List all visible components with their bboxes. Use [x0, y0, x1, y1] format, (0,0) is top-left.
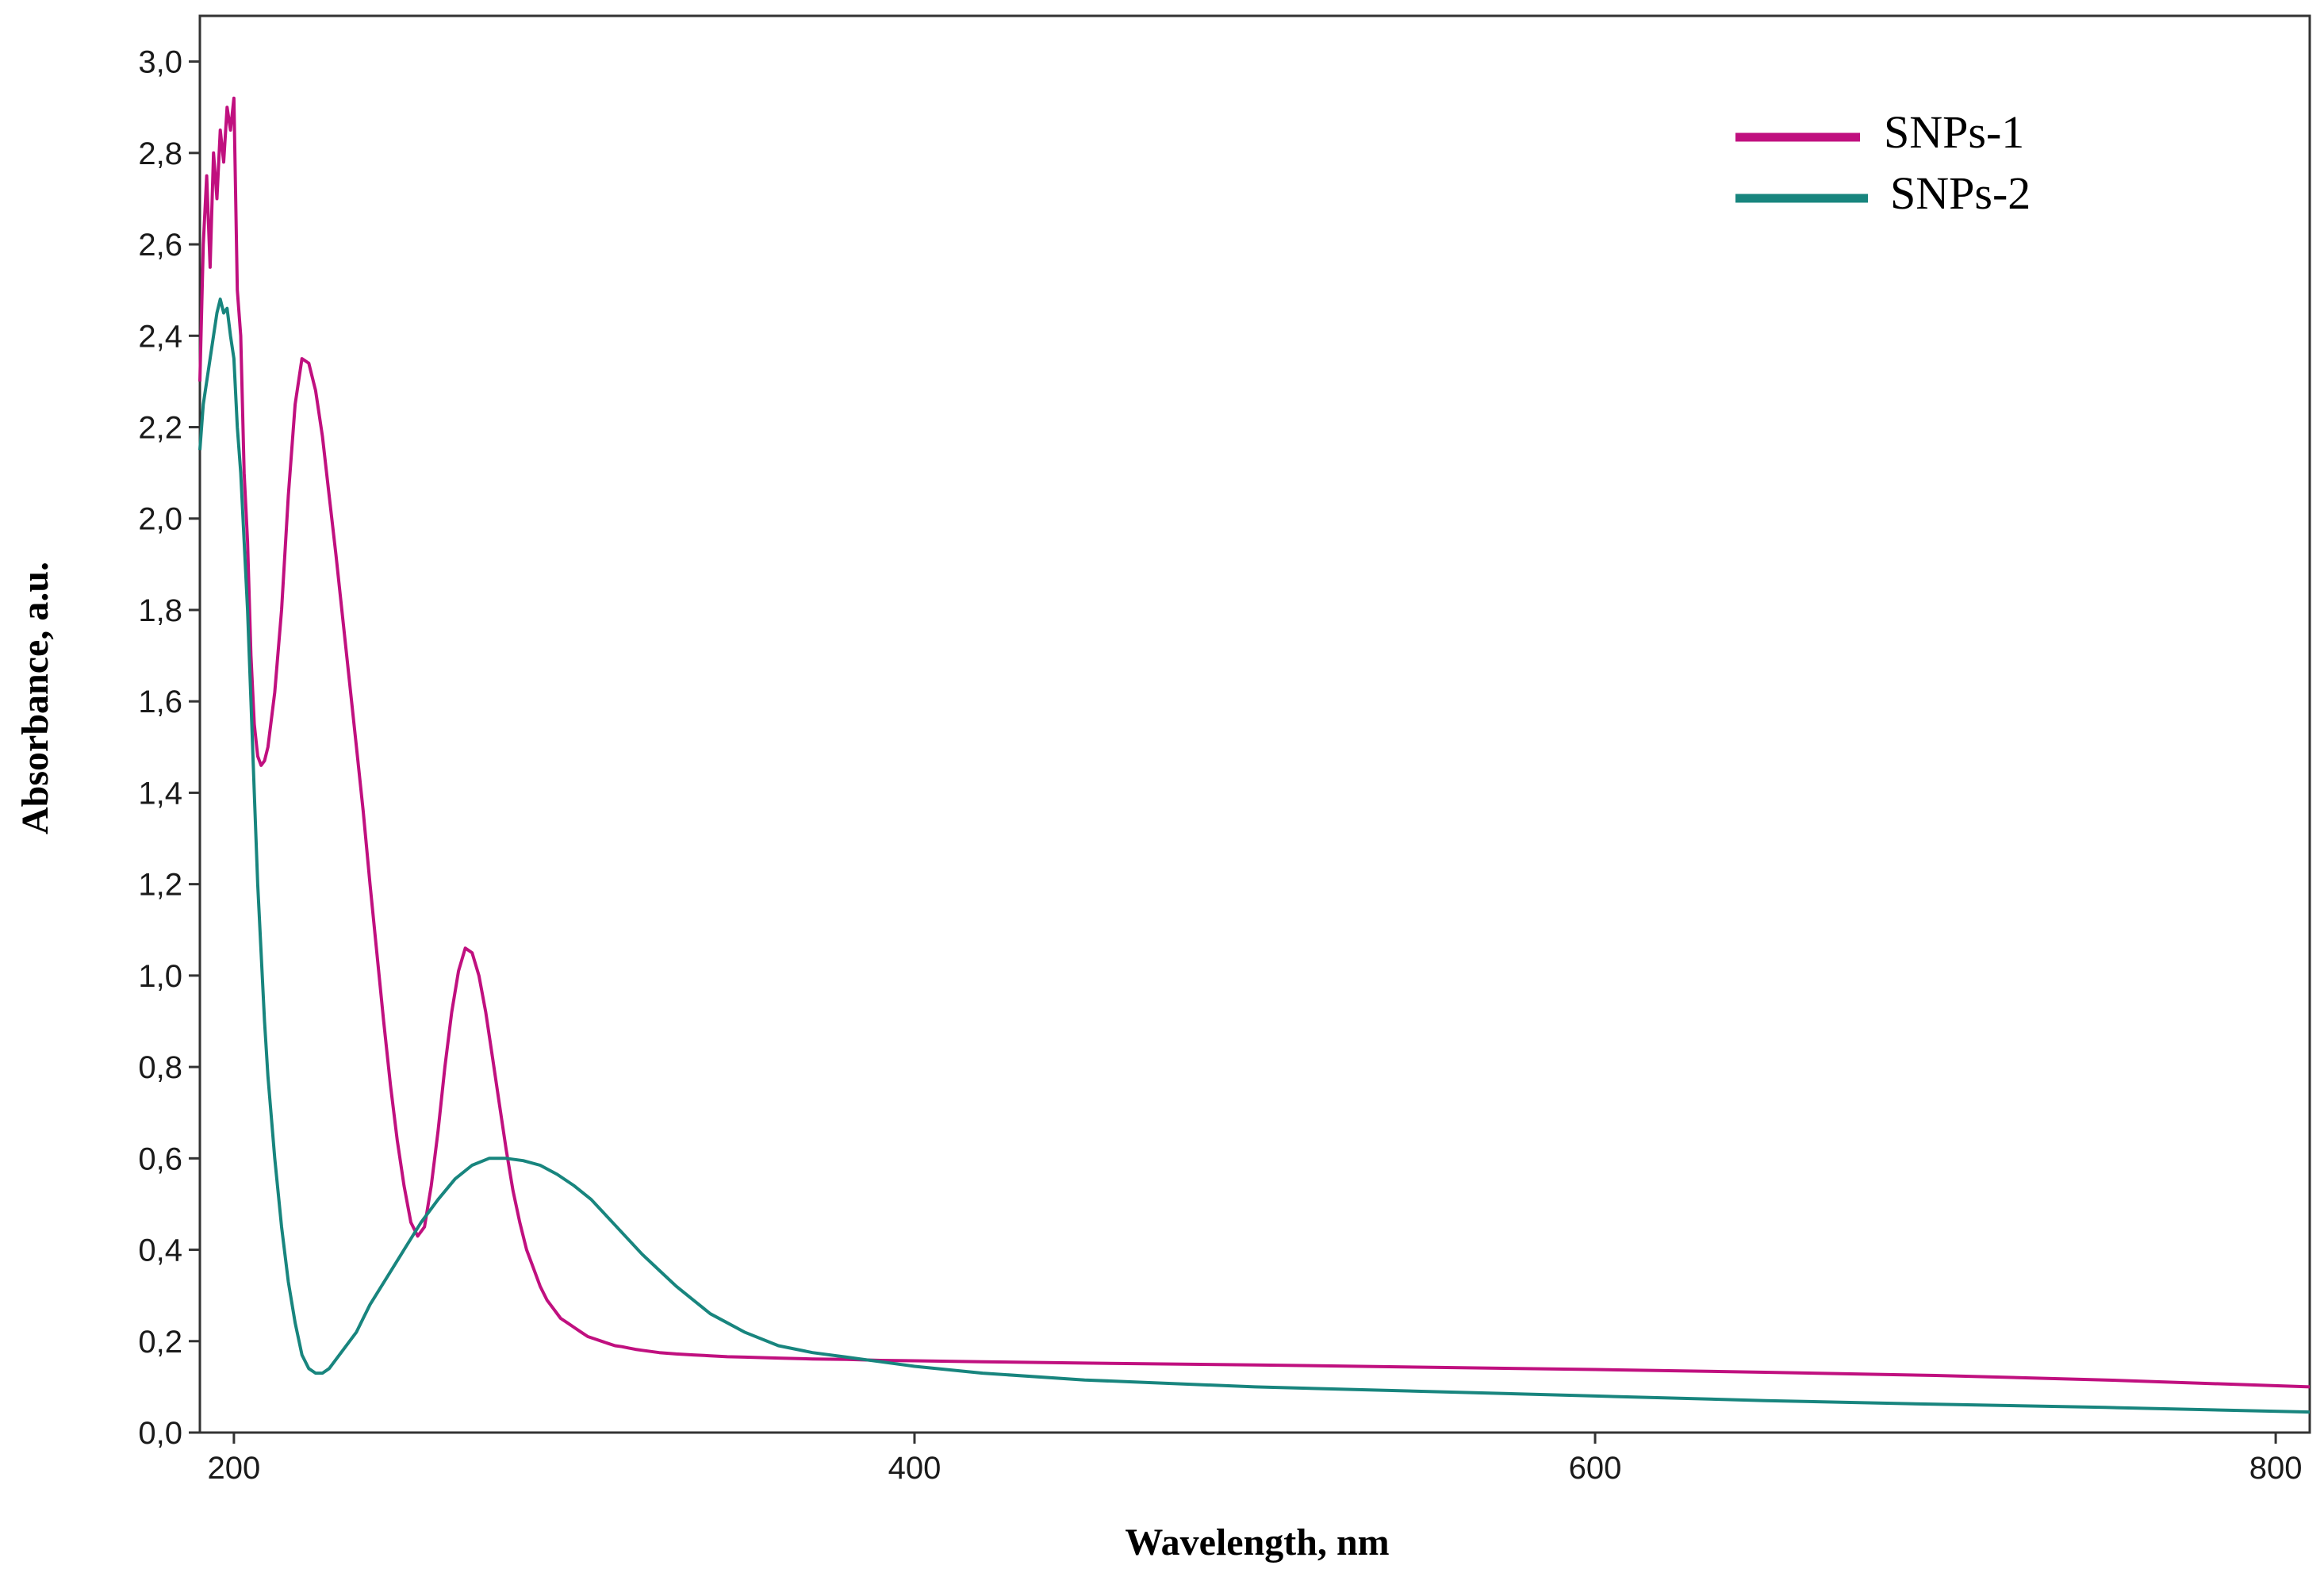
y-axis-title: Absorbance, a.u.: [14, 562, 56, 834]
y-tick-label: 1,2: [138, 868, 182, 903]
y-tick-label: 2,6: [138, 228, 182, 263]
legend-label-snps-2: SNPs-2: [1890, 167, 2031, 219]
y-tick-label: 3,0: [138, 45, 182, 80]
x-tick-label: 400: [888, 1451, 941, 1486]
series-layer: [198, 96, 2311, 1414]
y-tick-label: 1,4: [138, 776, 182, 811]
x-axis-title: Wavelength, nm: [1125, 1521, 1389, 1563]
x-tick-label: 600: [1569, 1451, 1622, 1486]
plot-frame: [198, 14, 2311, 1434]
y-tick-label: 2,0: [138, 502, 182, 537]
y-axis: 0,0 0,2 0,4 0,6 0,8 1,0 1,2 1,4 1,6 1,8 2,0 2,2 2,4 2…: [138, 45, 200, 1451]
x-tick-label: 800: [2249, 1451, 2303, 1486]
y-tick-label: 0,8: [138, 1050, 182, 1085]
y-tick-label: 0,4: [138, 1233, 182, 1268]
legend-label-snps-1: SNPs-1: [1884, 106, 2024, 158]
y-tick-label: 1,0: [138, 959, 182, 994]
x-axis: 200 400 600 800: [208, 1433, 2303, 1486]
legend: SNPs-1 SNPs-2: [1735, 106, 2031, 219]
y-tick-label: 2,2: [138, 411, 182, 446]
x-tick-label: 200: [208, 1451, 261, 1486]
y-tick-label: 0,2: [138, 1325, 182, 1360]
y-tick-label: 0,0: [138, 1416, 182, 1451]
series-line-snps-1: [198, 96, 2311, 1389]
y-tick-label: 2,8: [138, 136, 182, 171]
y-tick-label: 2,4: [138, 319, 182, 354]
y-tick-label: 0,6: [138, 1141, 182, 1176]
series-line-snps-2: [198, 297, 2311, 1414]
y-tick-label: 1,6: [138, 685, 182, 719]
y-tick-label: 1,8: [138, 593, 182, 628]
